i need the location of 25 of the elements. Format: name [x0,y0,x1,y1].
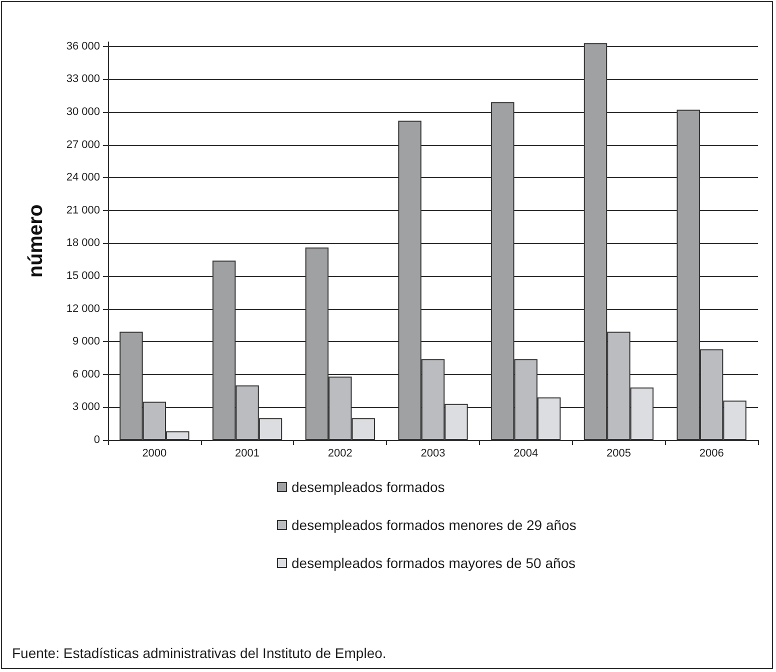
legend-label: desempleados formados menores de 29 años [292,517,576,533]
y-tick-label: 27 000 [66,138,100,151]
y-axis-title: número [25,204,47,278]
y-tick-label: 6 000 [72,368,100,380]
legend-label: desempleados formados [292,479,445,495]
x-tick-label: 2000 [142,448,167,460]
x-tick-label: 2006 [699,448,724,460]
x-tick-label: 2001 [235,448,260,460]
x-tick-label: 2004 [514,448,538,460]
y-tick-label: 9 000 [72,336,100,348]
y-tick-label: 18 000 [66,237,100,250]
y-tick-label: 21 000 [66,204,100,216]
y-tick-label: 15 000 [66,270,100,282]
y-tick-label: 3 000 [72,401,100,414]
y-tick-label: 33 000 [66,73,100,86]
y-tick-label: 12 000 [66,302,100,315]
y-tick-label: 36 000 [66,40,100,52]
x-tick-label: 2005 [606,448,631,460]
y-tick-label: 24 000 [66,172,100,184]
legend-label: desempleados formados mayores de 50 años [292,555,576,571]
x-tick-label: 2003 [420,448,446,460]
x-tick-label: 2002 [328,448,352,460]
y-tick-label: 30 000 [66,106,100,118]
source-note: Fuente: Estadísticas administrativas del Instituto de Empleo. [12,645,386,661]
y-tick-label: 0 [94,434,100,446]
